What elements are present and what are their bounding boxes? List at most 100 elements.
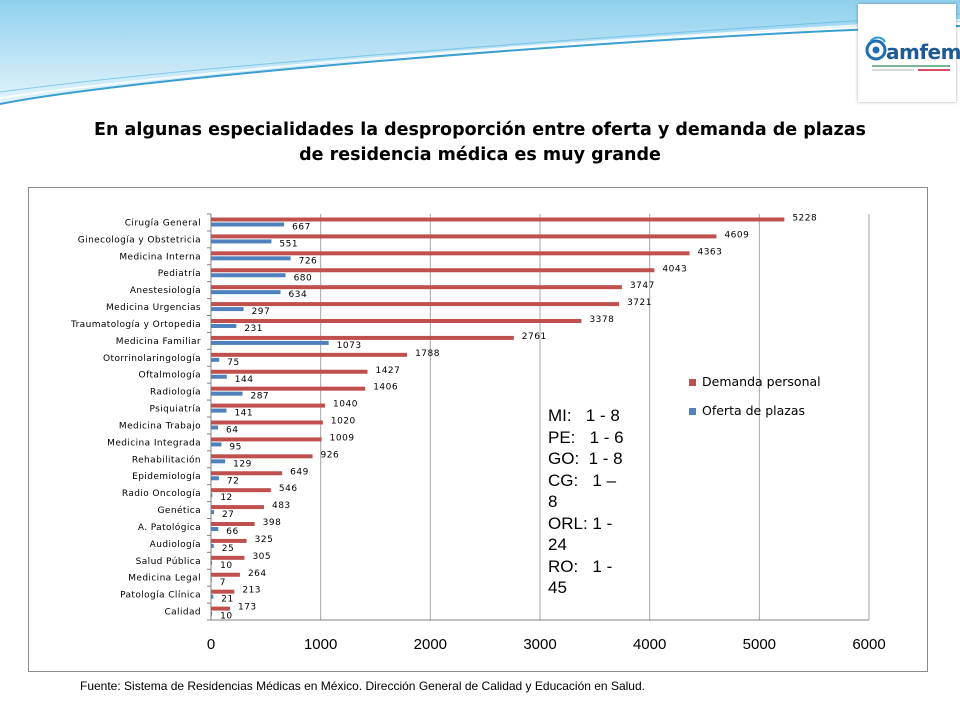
- x-tick-label-4: 4000: [633, 636, 666, 653]
- label-supply-6: 231: [244, 324, 263, 334]
- x-tick-label-0: 0: [207, 636, 215, 653]
- category-label-3: Pediatría: [158, 269, 201, 279]
- bar-supply-20: [211, 560, 213, 565]
- bar-supply-12: [211, 425, 219, 430]
- label-supply-5: 297: [252, 307, 271, 317]
- ratio-line-4a: ORL: 1 -: [548, 513, 613, 533]
- label-demand-9: 1427: [375, 366, 400, 376]
- category-label-17: Genética: [158, 505, 201, 516]
- bar-demand-16: [211, 488, 271, 493]
- bar-demand-20: [211, 555, 245, 560]
- label-supply-1: 551: [279, 239, 298, 249]
- label-demand-13: 1009: [330, 433, 355, 443]
- label-demand-1: 4609: [724, 230, 749, 240]
- bar-demand-11: [211, 403, 326, 408]
- category-label-8: Otorrinolaringología: [103, 354, 201, 364]
- headline: En algunas especialidades la desproporci…: [0, 118, 960, 168]
- bar-demand-12: [211, 420, 323, 425]
- bar-demand-10: [211, 386, 366, 391]
- label-demand-5: 3721: [627, 298, 652, 308]
- category-label-2: Medicina Interna: [119, 252, 201, 262]
- category-label-5: Medicina Urgencias: [106, 303, 201, 313]
- label-demand-15: 649: [290, 467, 309, 477]
- bar-supply-23: [211, 611, 213, 616]
- bar-demand-4: [211, 285, 622, 290]
- label-demand-12: 1020: [331, 417, 356, 427]
- label-supply-17: 27: [222, 510, 234, 520]
- bar-chart: 0 1000 2000 3000 4000 5000 6000 Cirugía General…: [70, 213, 886, 653]
- headline-line-2: de residencia médica es muy grande: [299, 145, 661, 165]
- category-label-11: Psiquiatría: [149, 405, 201, 415]
- bar-supply-17: [211, 510, 214, 515]
- ratio-box: MI: 1 - 8 PE: 1 - 6 GO: 1 - 8 CG: 1 – 8 ORL: …: [548, 405, 648, 599]
- bar-demand-2: [211, 251, 690, 256]
- label-demand-19: 325: [255, 535, 274, 545]
- bar-supply-11: [211, 408, 227, 413]
- bar-demand-9: [211, 369, 368, 374]
- x-tick-label-6: 6000: [852, 636, 885, 653]
- ratio-line-5b: 45: [548, 578, 567, 597]
- ratio-line-1a: PE: 1 - 6: [548, 427, 624, 447]
- label-supply-0: 667: [292, 223, 311, 233]
- category-label-22: Patología Clínica: [120, 591, 201, 601]
- ratio-line-2a: GO: 1 - 8: [548, 449, 623, 468]
- bar-supply-22: [211, 594, 214, 599]
- label-demand-3: 4043: [662, 264, 687, 274]
- bar-supply-19: [211, 543, 214, 548]
- label-supply-22: 21: [221, 595, 233, 605]
- bar-demand-3: [211, 268, 655, 273]
- bar-supply-5: [211, 307, 244, 312]
- label-supply-19: 25: [222, 544, 234, 554]
- label-demand-6: 3378: [589, 315, 614, 325]
- label-demand-21: 264: [248, 569, 267, 579]
- label-supply-3: 680: [294, 273, 313, 283]
- logo-text: amfem: [886, 40, 960, 64]
- bar-supply-2: [211, 256, 291, 261]
- bar-supply-15: [211, 476, 219, 481]
- bar-supply-1: [211, 239, 272, 244]
- category-label-1: Ginecología y Obstetricia: [78, 235, 201, 245]
- bar-demand-13: [211, 437, 322, 442]
- label-supply-21: 7: [220, 578, 226, 588]
- category-label-16: Radio Oncología: [122, 489, 201, 499]
- category-label-21: Medicina Legal: [128, 574, 201, 584]
- legend-swatch-1: [689, 408, 696, 415]
- category-label-4: Anestesiología: [130, 286, 201, 296]
- x-tick-label-1: 1000: [304, 636, 337, 653]
- bar-supply-8: [211, 357, 220, 362]
- bar-supply-10: [211, 391, 243, 396]
- category-label-6: Traumatología y Ortopedia: [70, 320, 201, 330]
- bar-demand-18: [211, 522, 255, 526]
- source-note: Fuente: Sistema de Residencias Médicas e…: [80, 679, 645, 693]
- bar-supply-9: [211, 374, 227, 379]
- label-supply-16: 12: [220, 493, 232, 503]
- label-supply-4: 634: [289, 290, 308, 300]
- label-demand-11: 1040: [333, 400, 358, 410]
- label-supply-7: 1073: [337, 341, 362, 351]
- label-supply-9: 144: [235, 375, 254, 385]
- label-demand-7: 2761: [522, 332, 547, 342]
- label-supply-12: 64: [226, 426, 238, 436]
- label-supply-23: 10: [220, 612, 232, 622]
- ratio-line-5a: RO: 1 -: [548, 556, 613, 576]
- bar-supply-4: [211, 290, 281, 295]
- bar-demand-7: [211, 335, 514, 340]
- bar-demand-8: [211, 352, 408, 357]
- label-demand-18: 398: [263, 518, 282, 528]
- bar-supply-21: [211, 577, 212, 582]
- bar-demand-23: [211, 606, 230, 611]
- label-demand-16: 546: [279, 484, 298, 494]
- ratio-line-3b: 8: [548, 492, 558, 511]
- bar-demand-5: [211, 302, 620, 307]
- x-tick-label-3: 3000: [523, 636, 556, 653]
- label-demand-4: 3747: [630, 281, 655, 291]
- legend-label-0: Demanda personal: [702, 374, 821, 389]
- label-supply-10: 287: [250, 392, 269, 402]
- header-swoosh: [0, 0, 960, 105]
- legend-label-1: Oferta de plazas: [702, 403, 805, 418]
- label-demand-8: 1788: [415, 349, 440, 359]
- legend-swatch-0: [689, 379, 696, 386]
- bar-supply-0: [211, 222, 285, 227]
- label-demand-0: 5228: [792, 214, 817, 224]
- bar-supply-16: [211, 493, 213, 498]
